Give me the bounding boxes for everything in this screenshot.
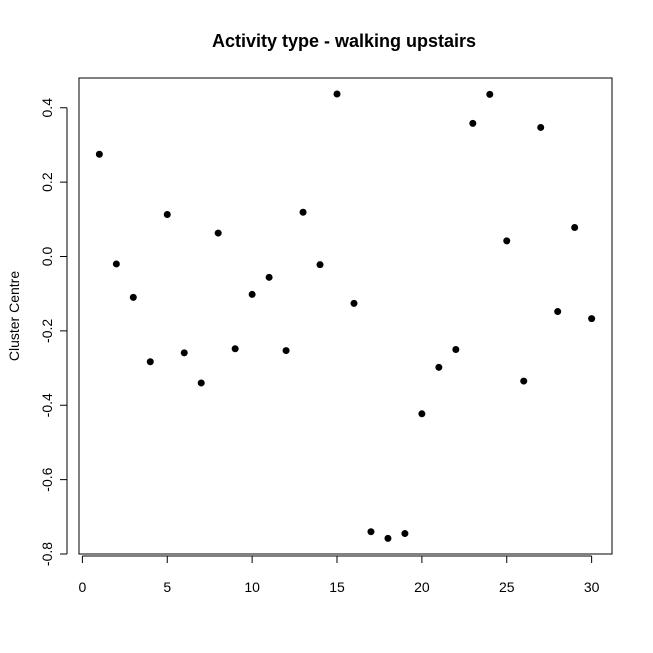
data-point xyxy=(146,358,154,366)
data-point xyxy=(350,299,358,307)
x-tick-label: 0 xyxy=(78,579,86,595)
data-point xyxy=(112,260,120,268)
data-point xyxy=(180,349,188,357)
y-axis-label: Cluster Centre xyxy=(6,271,22,361)
x-axis: 0 5 10 15 20 25 30 xyxy=(78,555,600,595)
y-tick-label: -0.4 xyxy=(39,393,55,417)
data-point xyxy=(265,273,273,281)
data-point xyxy=(95,150,103,158)
y-tick-label: -0.8 xyxy=(39,542,55,566)
data-point xyxy=(214,229,222,237)
y-tick-label: 0.4 xyxy=(39,98,55,118)
data-points xyxy=(95,90,596,542)
data-point xyxy=(299,208,307,216)
x-tick-label: 20 xyxy=(414,579,430,595)
y-tick-label: 0.2 xyxy=(39,172,55,192)
data-point xyxy=(248,290,256,298)
data-point xyxy=(418,410,426,418)
data-point xyxy=(231,345,239,353)
chart-title: Activity type - walking upstairs xyxy=(212,31,476,51)
y-tick-label: -0.6 xyxy=(39,467,55,491)
data-point xyxy=(316,261,324,269)
x-tick-label: 25 xyxy=(499,579,515,595)
data-point xyxy=(384,534,392,542)
x-tick-label: 30 xyxy=(584,579,600,595)
x-tick-label: 15 xyxy=(329,579,345,595)
data-point xyxy=(486,90,494,98)
data-point xyxy=(588,315,596,323)
data-point xyxy=(282,347,290,355)
data-point xyxy=(197,379,205,387)
data-point xyxy=(333,90,341,98)
data-point xyxy=(571,223,579,231)
plot-frame xyxy=(78,77,613,555)
x-tick-label: 5 xyxy=(163,579,171,595)
data-point xyxy=(163,210,171,218)
y-tick-label: 0.0 xyxy=(39,247,55,267)
data-point xyxy=(554,308,562,316)
x-tick-label: 10 xyxy=(244,579,260,595)
data-point xyxy=(129,293,137,301)
data-point xyxy=(401,530,409,538)
data-point xyxy=(435,363,443,371)
data-point xyxy=(367,528,375,536)
data-point xyxy=(503,237,511,245)
data-point xyxy=(452,345,460,353)
data-point xyxy=(469,119,477,127)
y-axis: -0.8 -0.6 -0.4 -0.2 0.0 0.2 0.4 xyxy=(39,98,68,566)
data-point xyxy=(520,377,528,385)
y-tick-label: -0.2 xyxy=(39,319,55,343)
data-point xyxy=(537,123,545,131)
